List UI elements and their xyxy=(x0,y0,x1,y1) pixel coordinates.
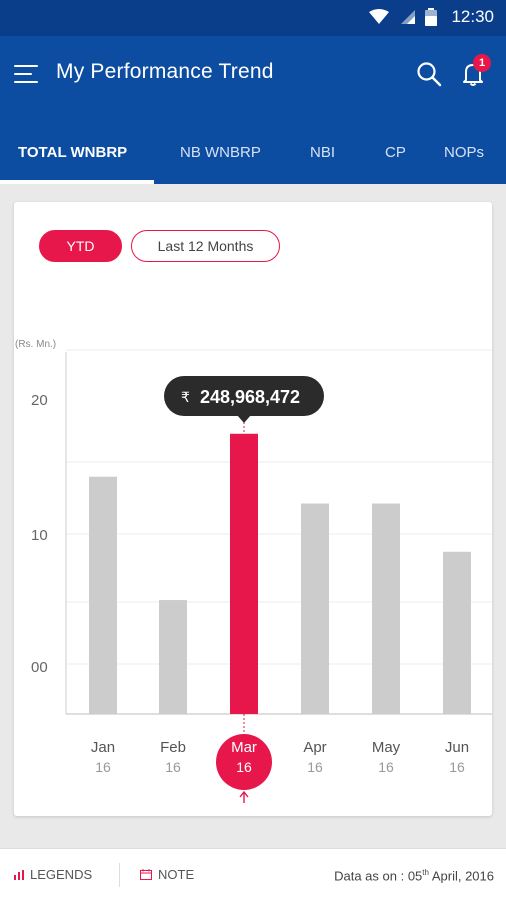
notification-badge: 1 xyxy=(473,54,491,72)
bar-chart: (Rs. Mn.) 20 10 00 Jan 16 Feb 16 Mar 16 Apr 16 M… xyxy=(15,339,492,803)
tab-nb-wnbrp[interactable]: NB WNBRP xyxy=(180,144,261,161)
x-tick-month[interactable]: Apr xyxy=(303,739,326,756)
tooltip-value: 248,968,472 xyxy=(200,387,300,407)
x-tick-year: 16 xyxy=(95,759,111,775)
chart-card: YTD Last 12 Months (Rs. Mn.) 20 10 00 Ja… xyxy=(14,202,492,816)
bar-jun[interactable] xyxy=(443,551,471,714)
bar-jan[interactable] xyxy=(89,476,117,714)
x-tick-month[interactable]: Feb xyxy=(160,739,186,756)
x-tick-month[interactable]: Jun xyxy=(445,739,469,756)
up-arrow-icon xyxy=(239,790,249,803)
data-as-on-text: Data as on : 05th April, 2016 xyxy=(334,868,494,884)
x-tick-month[interactable]: May xyxy=(372,739,401,756)
last-12-months-filter-button[interactable]: Last 12 Months xyxy=(131,230,280,262)
signal-icon xyxy=(401,10,416,24)
x-tick-year: 16 xyxy=(449,759,465,775)
legends-button[interactable]: LEGENDS xyxy=(14,867,92,882)
legends-label: LEGENDS xyxy=(30,867,93,882)
tab-bar: TOTAL WNBRP NB WNBRP NBI CP NOPs xyxy=(0,116,506,184)
value-tooltip xyxy=(164,376,324,416)
note-button[interactable]: NOTE xyxy=(140,867,194,882)
x-tick-year: 16 xyxy=(236,759,252,775)
ytd-filter-button[interactable]: YTD xyxy=(39,230,122,262)
battery-icon xyxy=(425,8,438,26)
bar-may[interactable] xyxy=(372,503,400,714)
menu-icon[interactable] xyxy=(14,63,38,85)
calendar-icon xyxy=(140,869,152,880)
tab-indicator xyxy=(0,180,154,184)
tab-nbi[interactable]: NBI xyxy=(310,144,336,161)
wifi-icon xyxy=(369,9,390,24)
page-title: My Performance Trend xyxy=(56,60,274,83)
search-icon[interactable] xyxy=(416,61,442,87)
app-bar: My Performance Trend 1 xyxy=(0,36,506,116)
y-axis-label: (Rs. Mn.) xyxy=(15,339,56,350)
bottom-bar: LEGENDS NOTE Data as on : 05th April, 20… xyxy=(0,848,506,900)
y-tick-label: 00 xyxy=(31,659,48,676)
tab-nops[interactable]: NOPs xyxy=(444,144,485,161)
status-bar: 12:30 xyxy=(0,0,506,36)
status-time: 12:30 xyxy=(451,7,494,26)
x-tick-year: 16 xyxy=(307,759,323,775)
y-tick-label: 10 xyxy=(31,527,48,544)
tab-cp[interactable]: CP xyxy=(385,144,406,161)
rupee-icon: ₹ xyxy=(181,390,190,406)
x-tick-year: 16 xyxy=(165,759,181,775)
note-label: NOTE xyxy=(158,867,195,882)
divider xyxy=(119,863,120,887)
x-tick-year: 16 xyxy=(378,759,394,775)
y-tick-label: 20 xyxy=(31,392,48,409)
tab-total-wnbrp[interactable]: TOTAL WNBRP xyxy=(18,144,128,161)
x-tick-month[interactable]: Mar xyxy=(231,739,257,756)
x-tick-month[interactable]: Jan xyxy=(91,739,115,756)
bar-apr[interactable] xyxy=(301,503,329,714)
chart-icon xyxy=(14,869,24,880)
tooltip-pointer xyxy=(237,415,251,423)
bar-feb[interactable] xyxy=(159,600,187,714)
selected-month-marker[interactable] xyxy=(216,734,272,790)
